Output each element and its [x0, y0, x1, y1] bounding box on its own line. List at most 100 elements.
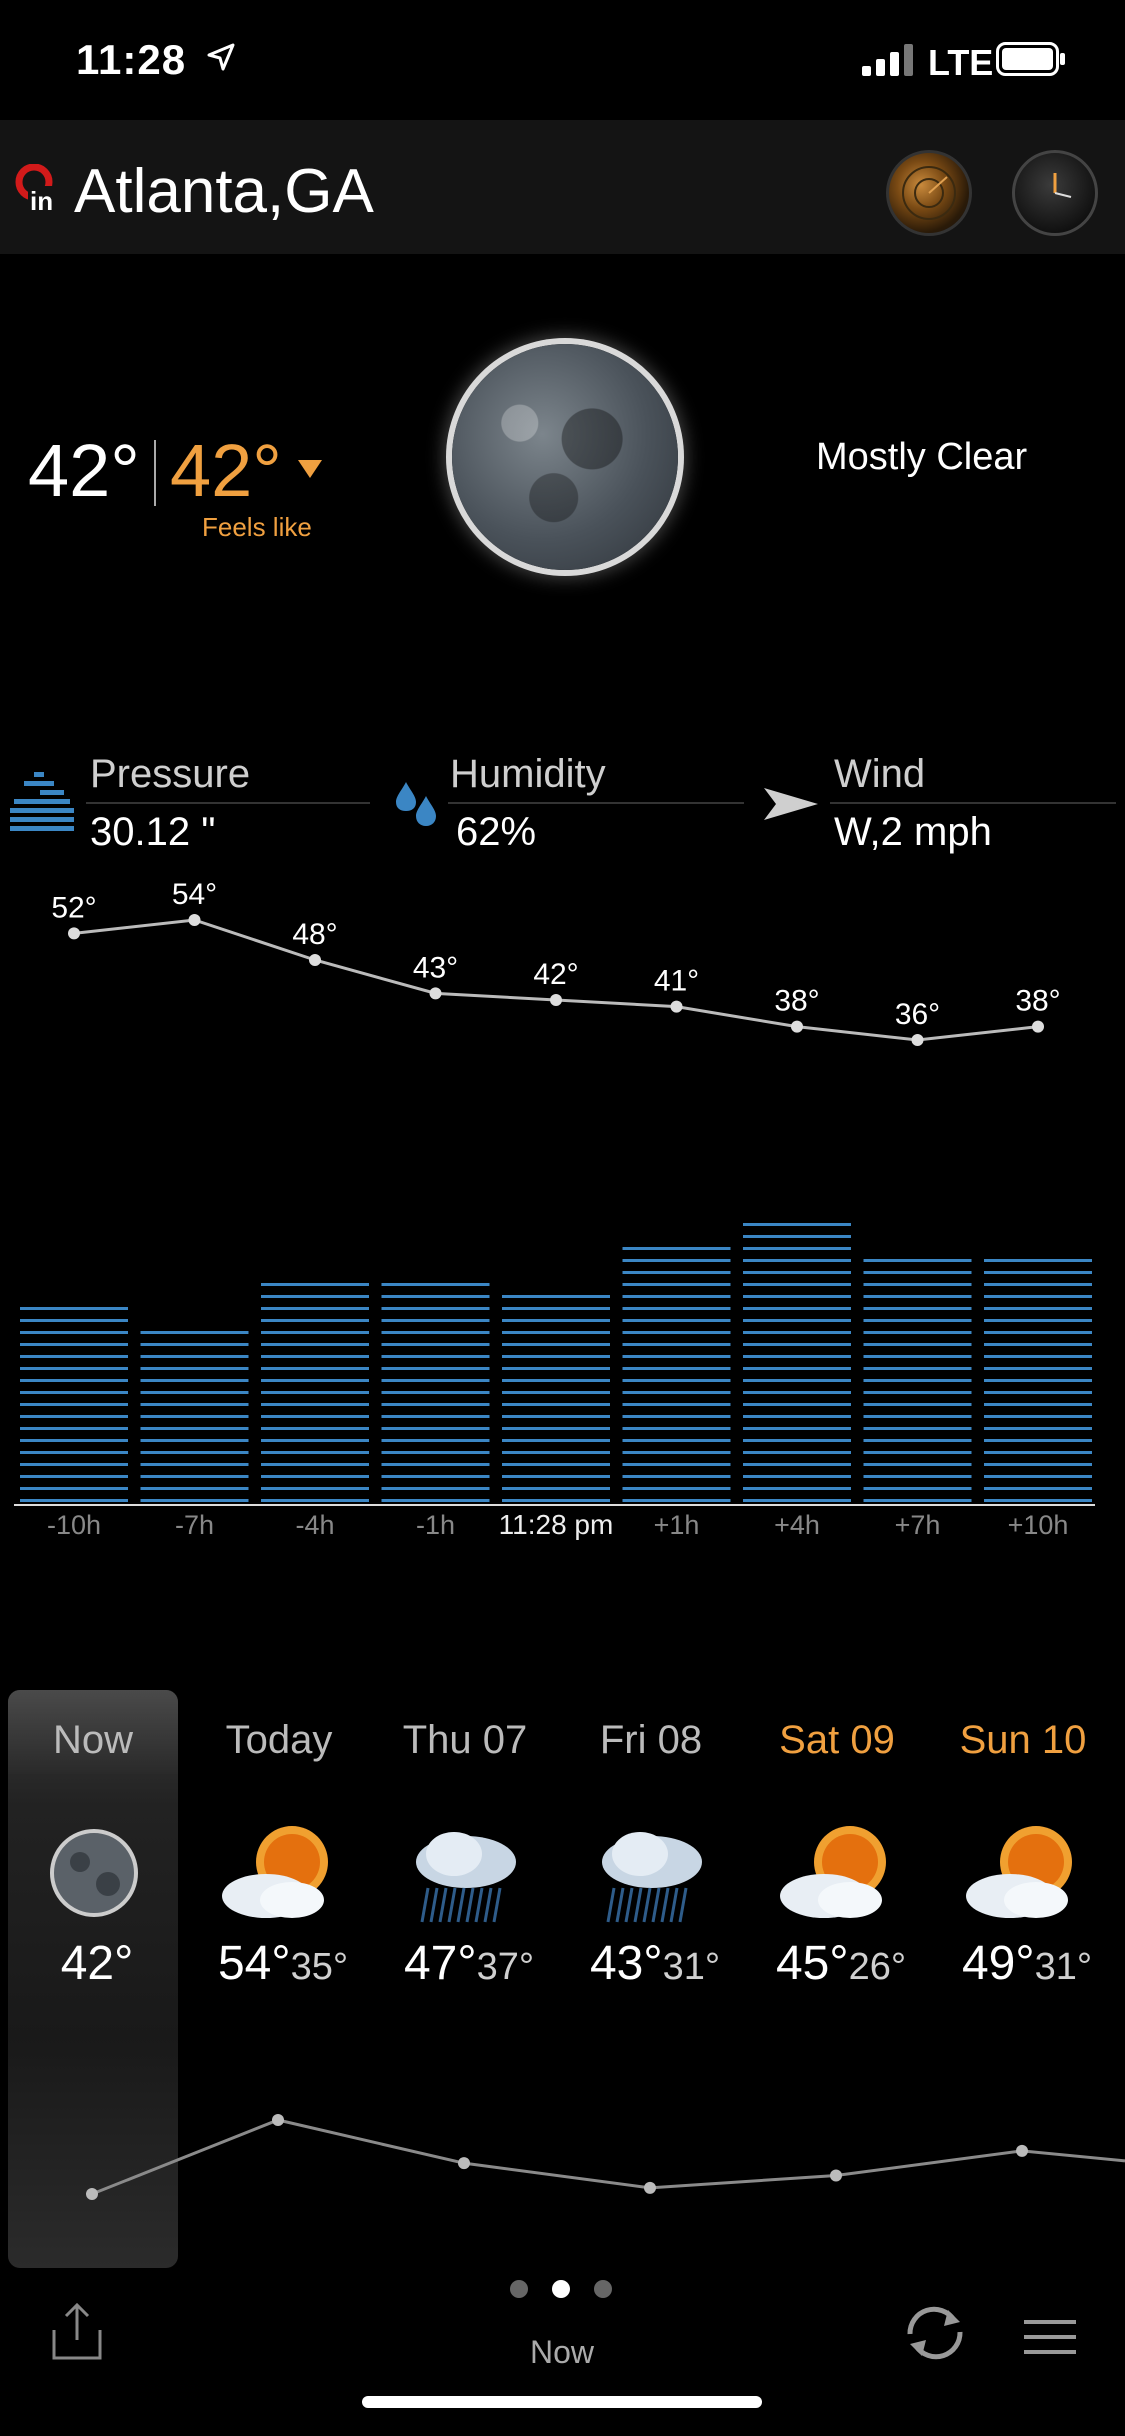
day-label[interactable]: Thu 07: [402, 1718, 528, 1762]
humidity-value: 62%: [456, 810, 537, 854]
hour-tick-label: -4h: [295, 1510, 334, 1540]
humidity-bar: [622, 1247, 731, 1502]
hour-tick-label: -7h: [175, 1510, 214, 1540]
temperature-label: 41°: [654, 965, 699, 998]
daily-trend-point: [644, 2181, 656, 2194]
hourly-chart: 52° 54° 48° 43° 42° 41° 38° 36° 38° -10h -7h -4h -1h…: [14, 880, 1095, 1540]
daily-trend-point: [830, 2169, 842, 2182]
rain-cloud-icon: [416, 1832, 516, 1923]
day-high: 45°: [775, 1937, 849, 1990]
humidity-bar: [984, 1259, 1092, 1502]
page-dot-3[interactable]: [594, 2280, 612, 2298]
humidity-rule: [448, 802, 744, 804]
day-temperature: 47°37°: [376, 1936, 562, 1991]
humidity-label: Humidity: [450, 752, 606, 796]
temperature-point: [188, 914, 201, 926]
temperature-point: [670, 1000, 683, 1013]
status-time: 11:28: [76, 36, 187, 83]
day-low: 31°: [1034, 1946, 1093, 1988]
temperature-label: 52°: [51, 891, 96, 924]
day-low: 31°: [662, 1946, 721, 1988]
home-indicator[interactable]: [362, 2396, 762, 2408]
wind-label: Wind: [834, 752, 926, 796]
day-high: 43°: [589, 1937, 663, 1990]
day-high: 49°: [961, 1937, 1035, 1990]
humidity-bar: [863, 1259, 972, 1502]
temperature-label: 38°: [774, 985, 819, 1018]
daily-trend-point: [86, 2188, 98, 2200]
app-logo-icon: in: [15, 164, 58, 214]
temperature-point: [68, 927, 80, 940]
pressure-icon: [10, 772, 74, 831]
temperature-point: [429, 987, 442, 1000]
temperature-label: 42°: [533, 958, 578, 991]
humidity-bar: [140, 1331, 249, 1502]
partly-sunny-icon: [222, 1826, 328, 1918]
wind-arrow-icon: [764, 788, 818, 820]
hour-tick-label: -10h: [47, 1510, 101, 1540]
hour-tick-label: +4h: [774, 1510, 820, 1540]
partly-sunny-icon: [780, 1826, 886, 1918]
feels-like-temperature: 42°: [170, 429, 282, 512]
day-label[interactable]: Today: [225, 1718, 333, 1762]
signal-icon: [862, 44, 913, 76]
pressure-label: Pressure: [90, 752, 251, 796]
menu-icon[interactable]: [1024, 2318, 1076, 2356]
svg-text:in: in: [30, 186, 53, 214]
temperature-label: 36°: [895, 998, 940, 1031]
temperature-point: [1032, 1020, 1044, 1033]
moon-icon: [452, 344, 678, 570]
humidity-bar: [743, 1223, 851, 1502]
refresh-icon[interactable]: [898, 2300, 972, 2366]
day-high: 54°: [217, 1937, 291, 1990]
day-low: 26°: [848, 1946, 907, 1988]
day-low: 35°: [290, 1946, 349, 1988]
feels-like-label: Feels like: [202, 512, 312, 542]
city-name[interactable]: Atlanta,GA: [74, 157, 374, 226]
day-temperature: 43°31°: [562, 1936, 748, 1991]
day-label[interactable]: Now: [52, 1718, 134, 1762]
day-label[interactable]: Sat 09: [779, 1718, 895, 1762]
network-label: LTE: [928, 42, 994, 83]
humidity-bar: [261, 1283, 369, 1502]
page-dot-2[interactable]: [552, 2280, 570, 2298]
trend-down-icon: [298, 460, 322, 478]
condition-text: Mostly Clear: [816, 436, 1028, 478]
hour-tick-label: +10h: [1008, 1510, 1069, 1540]
temperature-label: 43°: [413, 951, 458, 984]
humidity-bar: [381, 1283, 490, 1502]
temperature-point: [309, 954, 321, 966]
temperature-label: 38°: [1015, 985, 1060, 1018]
daily-trend-point: [272, 2114, 284, 2126]
day-high: 47°: [403, 1937, 477, 1990]
wind-rule: [830, 802, 1116, 804]
page-label: Now: [529, 2334, 594, 2370]
hour-tick-label: +7h: [895, 1510, 941, 1540]
day-temperature: 49°31°: [934, 1936, 1120, 1991]
share-icon[interactable]: [44, 2300, 110, 2366]
radar-icon: [902, 166, 956, 220]
page-dot-1[interactable]: [510, 2280, 528, 2298]
temperature-divider: [154, 440, 156, 506]
now-panel-header: [8, 1690, 178, 1774]
temperature-point: [550, 994, 562, 1006]
hour-tick-label: 11:28 pm: [499, 1509, 614, 1540]
daily-trend-point: [458, 2157, 470, 2170]
day-high: 42°: [60, 1937, 134, 1990]
clock-button[interactable]: [1012, 150, 1098, 236]
day-label[interactable]: Sun 10: [959, 1718, 1087, 1762]
day-label[interactable]: Fri 08: [599, 1718, 703, 1762]
hour-tick-label: -1h: [416, 1510, 455, 1540]
daily-trend-chart: [86, 2114, 1125, 2200]
partly-sunny-icon: [966, 1826, 1072, 1918]
rain-cloud-icon: [602, 1832, 702, 1923]
day-temperature: 45°26°: [748, 1936, 934, 1991]
pressure-rule: [86, 802, 370, 804]
moon-icon: [50, 1829, 138, 1917]
humidity-icon: [396, 782, 436, 826]
daily-trend-point: [1016, 2144, 1028, 2157]
temperature-label: 54°: [172, 880, 217, 911]
radar-button[interactable]: [886, 150, 972, 236]
location-arrow-icon: [207, 43, 235, 71]
temperature-point: [791, 1020, 803, 1033]
